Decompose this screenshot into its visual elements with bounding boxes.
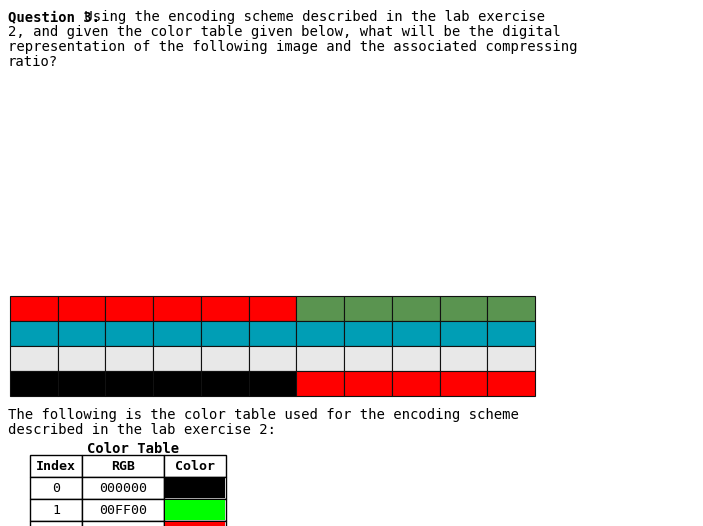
- Bar: [392, 321, 439, 346]
- Bar: [487, 296, 535, 321]
- Bar: [392, 346, 439, 371]
- Bar: [30, 499, 82, 521]
- Bar: [201, 321, 249, 346]
- Bar: [30, 521, 82, 526]
- Text: 2, and given the color table given below, what will be the digital: 2, and given the color table given below…: [8, 25, 561, 39]
- Text: Color Table: Color Table: [87, 442, 179, 456]
- Bar: [105, 346, 153, 371]
- Bar: [165, 522, 225, 526]
- Text: The following is the color table used for the encoding scheme: The following is the color table used fo…: [8, 408, 519, 422]
- Bar: [344, 371, 392, 396]
- Bar: [201, 296, 249, 321]
- Text: representation of the following image and the associated compressing: representation of the following image an…: [8, 40, 577, 54]
- Bar: [439, 321, 487, 346]
- Text: Color: Color: [175, 460, 215, 472]
- Text: 1: 1: [52, 503, 60, 517]
- Bar: [10, 371, 58, 396]
- Bar: [153, 346, 201, 371]
- Text: ratio?: ratio?: [8, 55, 58, 69]
- Bar: [487, 346, 535, 371]
- Bar: [201, 371, 249, 396]
- Bar: [10, 346, 58, 371]
- Bar: [164, 521, 226, 526]
- Bar: [165, 500, 225, 520]
- Bar: [439, 346, 487, 371]
- Bar: [164, 477, 226, 499]
- Bar: [82, 477, 164, 499]
- Text: 0: 0: [52, 481, 60, 494]
- Text: Index: Index: [36, 460, 76, 472]
- Bar: [82, 521, 164, 526]
- Bar: [10, 321, 58, 346]
- Bar: [249, 321, 297, 346]
- Bar: [249, 296, 297, 321]
- Bar: [164, 455, 226, 477]
- Bar: [297, 371, 344, 396]
- Bar: [164, 499, 226, 521]
- Text: Using the encoding scheme described in the lab exercise: Using the encoding scheme described in t…: [76, 10, 545, 24]
- Bar: [297, 346, 344, 371]
- Text: 00FF00: 00FF00: [99, 503, 147, 517]
- Bar: [344, 321, 392, 346]
- Bar: [58, 321, 105, 346]
- Bar: [82, 499, 164, 521]
- Bar: [344, 346, 392, 371]
- Bar: [105, 296, 153, 321]
- Bar: [10, 296, 58, 321]
- Bar: [439, 296, 487, 321]
- Bar: [487, 371, 535, 396]
- Bar: [392, 371, 439, 396]
- Bar: [201, 346, 249, 371]
- Bar: [30, 455, 82, 477]
- Bar: [105, 371, 153, 396]
- Bar: [344, 296, 392, 321]
- Bar: [439, 371, 487, 396]
- Bar: [297, 321, 344, 346]
- Text: 000000: 000000: [99, 481, 147, 494]
- Bar: [58, 346, 105, 371]
- Bar: [249, 371, 297, 396]
- Bar: [153, 371, 201, 396]
- Bar: [487, 321, 535, 346]
- Bar: [249, 346, 297, 371]
- Bar: [153, 296, 201, 321]
- Bar: [82, 455, 164, 477]
- Bar: [105, 321, 153, 346]
- Text: Question 3.: Question 3.: [8, 10, 100, 24]
- Bar: [165, 478, 225, 498]
- Text: RGB: RGB: [111, 460, 135, 472]
- Bar: [297, 296, 344, 321]
- Bar: [58, 371, 105, 396]
- Bar: [392, 296, 439, 321]
- Bar: [153, 321, 201, 346]
- Bar: [58, 296, 105, 321]
- Text: described in the lab exercise 2:: described in the lab exercise 2:: [8, 423, 276, 437]
- Bar: [30, 477, 82, 499]
